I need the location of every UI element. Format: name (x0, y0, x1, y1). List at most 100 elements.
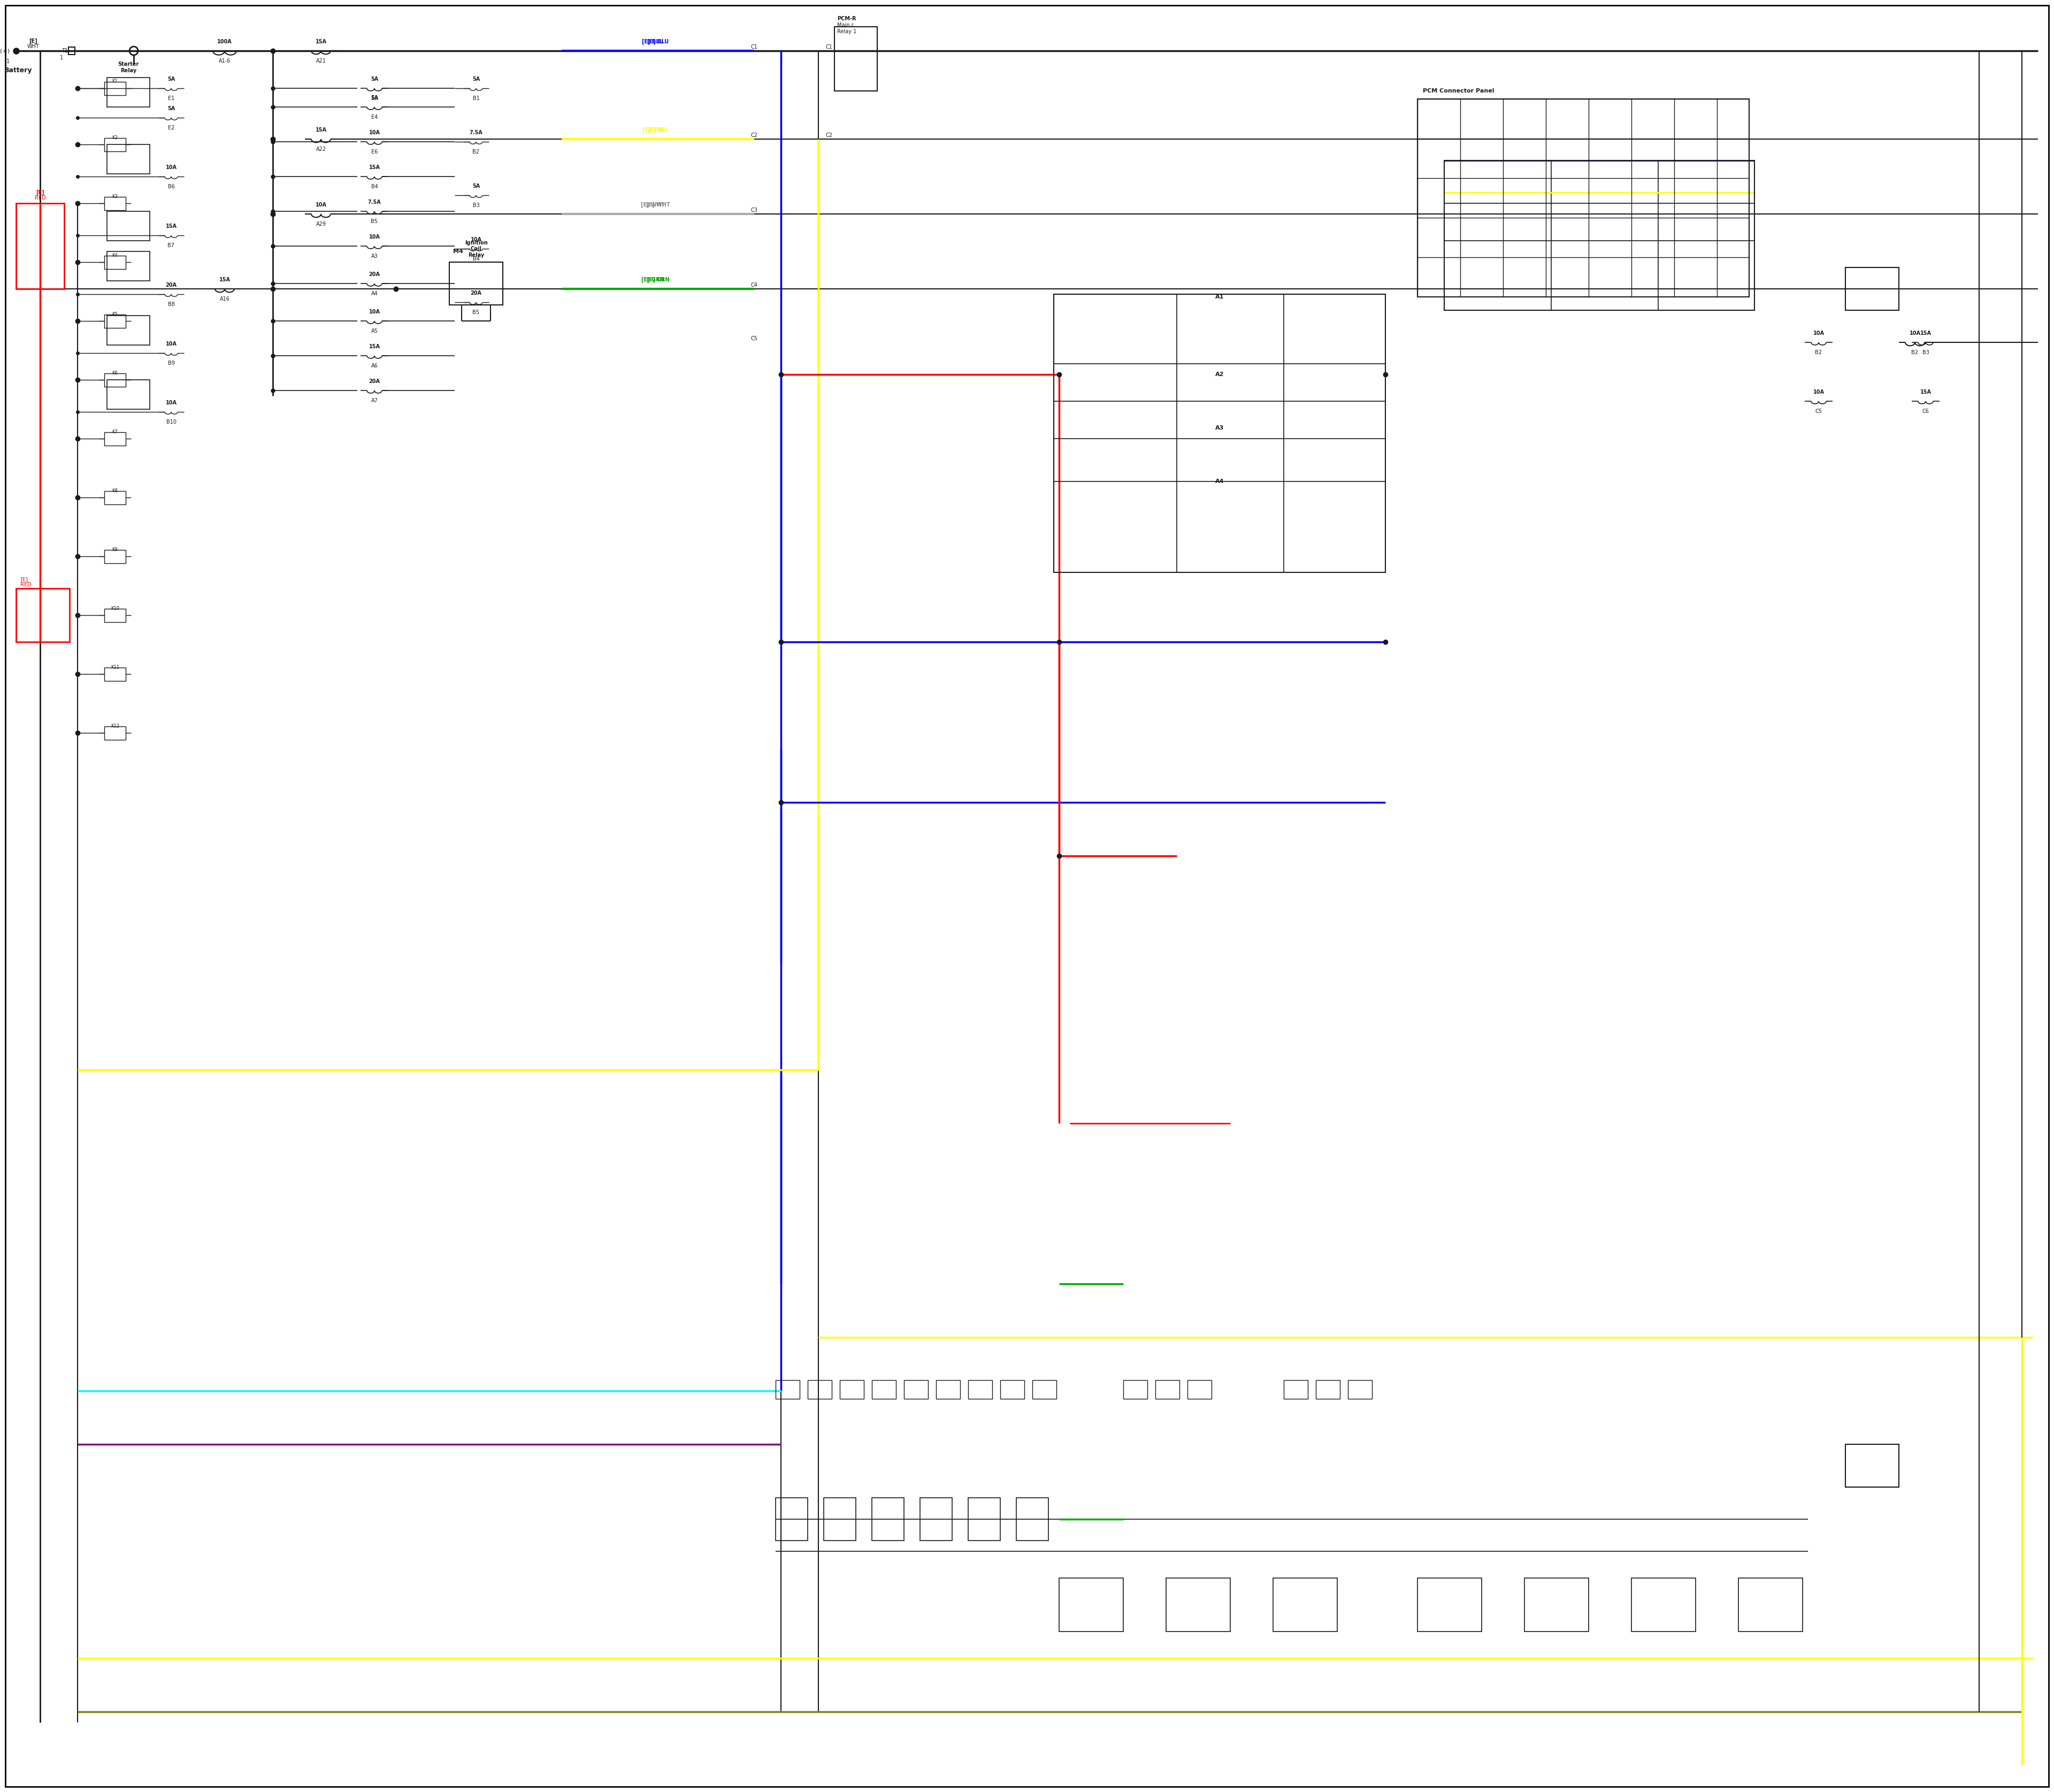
Bar (105, 550, 125, 563)
Text: 15A: 15A (316, 39, 327, 45)
Bar (776, 1380, 799, 1400)
Text: [E] YEL: [E] YEL (643, 127, 663, 133)
Bar (1738, 1579, 1803, 1631)
Text: A5: A5 (372, 328, 378, 333)
Text: C3: C3 (752, 208, 758, 213)
Text: E1: E1 (168, 95, 175, 100)
Bar (1054, 294, 1384, 572)
Text: K3: K3 (113, 194, 117, 199)
Bar (16, 202, 64, 289)
Bar (937, 1380, 959, 1400)
Text: 10A: 10A (316, 202, 327, 208)
Bar (105, 138, 125, 151)
Text: B10: B10 (166, 419, 177, 425)
Text: 20A: 20A (470, 290, 483, 296)
Text: B2: B2 (1816, 349, 1822, 355)
Text: B2: B2 (1912, 349, 1918, 355)
Text: K7: K7 (113, 430, 117, 434)
Text: C2: C2 (826, 133, 832, 138)
Bar (1317, 1380, 1339, 1400)
Text: A3: A3 (1216, 425, 1224, 430)
Text: [E]: [E] (29, 38, 37, 43)
Bar (1417, 99, 1750, 297)
Text: K8: K8 (113, 487, 117, 493)
Bar (920, 1498, 953, 1541)
Text: 1: 1 (60, 56, 64, 61)
Text: Starter
Relay: Starter Relay (117, 61, 140, 73)
Bar (1284, 1380, 1308, 1400)
Bar (904, 1380, 928, 1400)
Bar (105, 432, 125, 446)
Text: [E] BLU: [E] BLU (647, 39, 670, 45)
Text: 5A: 5A (472, 77, 481, 82)
Text: RED: RED (21, 582, 31, 588)
Bar (105, 373, 125, 387)
Bar (807, 1380, 832, 1400)
Text: A6: A6 (372, 364, 378, 369)
Bar (967, 1380, 992, 1400)
Text: 20A: 20A (166, 283, 177, 289)
Text: A16: A16 (220, 296, 230, 301)
Text: 15A: 15A (166, 224, 177, 229)
Text: Battery: Battery (4, 66, 33, 73)
Text: [E] WHT: [E] WHT (647, 202, 670, 208)
Bar (105, 197, 125, 210)
Text: K1: K1 (113, 79, 117, 84)
Text: A4: A4 (1216, 478, 1224, 484)
Text: T1: T1 (62, 48, 68, 54)
Text: C5: C5 (1816, 409, 1822, 414)
Bar (834, 27, 877, 91)
Bar (107, 211, 150, 240)
Bar (1844, 1444, 1898, 1487)
Bar (105, 726, 125, 740)
Text: 10A: 10A (370, 131, 380, 136)
Text: 7.5A: 7.5A (368, 199, 382, 204)
Bar (1000, 1380, 1025, 1400)
Text: 10A: 10A (370, 310, 380, 315)
Text: K12: K12 (111, 724, 119, 728)
Bar (1124, 1380, 1148, 1400)
Bar (16, 588, 70, 642)
Text: 5A: 5A (166, 106, 175, 111)
Text: 15A: 15A (220, 278, 230, 283)
Bar (105, 609, 125, 622)
Bar (105, 314, 125, 328)
Text: K2: K2 (113, 134, 117, 140)
Bar (1631, 1579, 1697, 1631)
Bar (1033, 1380, 1056, 1400)
Bar (776, 1498, 807, 1541)
Text: 20A: 20A (370, 272, 380, 278)
Text: B4: B4 (372, 185, 378, 190)
Text: Relay 1: Relay 1 (838, 29, 857, 34)
Text: (+): (+) (0, 48, 10, 54)
Text: PCM Connector Panel: PCM Connector Panel (1423, 88, 1493, 93)
Text: 15A: 15A (316, 127, 327, 133)
Text: K10: K10 (111, 606, 119, 611)
Bar (871, 1498, 904, 1541)
Text: 5A: 5A (370, 95, 378, 100)
Bar (1167, 1579, 1230, 1631)
Text: Ignition
Coil
Relay: Ignition Coil Relay (464, 240, 487, 258)
Text: B8: B8 (168, 301, 175, 306)
Text: C1: C1 (752, 45, 758, 50)
Text: E4: E4 (372, 115, 378, 120)
Bar (1154, 1380, 1179, 1400)
Text: K6: K6 (113, 371, 117, 375)
Text: PCM-R: PCM-R (838, 16, 857, 22)
Text: 10A: 10A (1814, 389, 1824, 394)
Text: B4: B4 (472, 256, 479, 262)
Bar (105, 256, 125, 269)
Bar (840, 1380, 865, 1400)
Text: WHT: WHT (27, 43, 39, 48)
Text: 100A: 100A (218, 39, 232, 45)
Text: 10A: 10A (166, 400, 177, 405)
Text: E3: E3 (372, 95, 378, 100)
Text: 10A: 10A (166, 165, 177, 170)
Text: C6: C6 (1923, 409, 1929, 414)
Text: 10A: 10A (1814, 330, 1824, 335)
Text: C5: C5 (750, 335, 758, 340)
Text: A29: A29 (316, 222, 327, 228)
Text: B3: B3 (472, 202, 479, 208)
Bar (107, 380, 150, 409)
Text: 10A: 10A (370, 235, 380, 240)
